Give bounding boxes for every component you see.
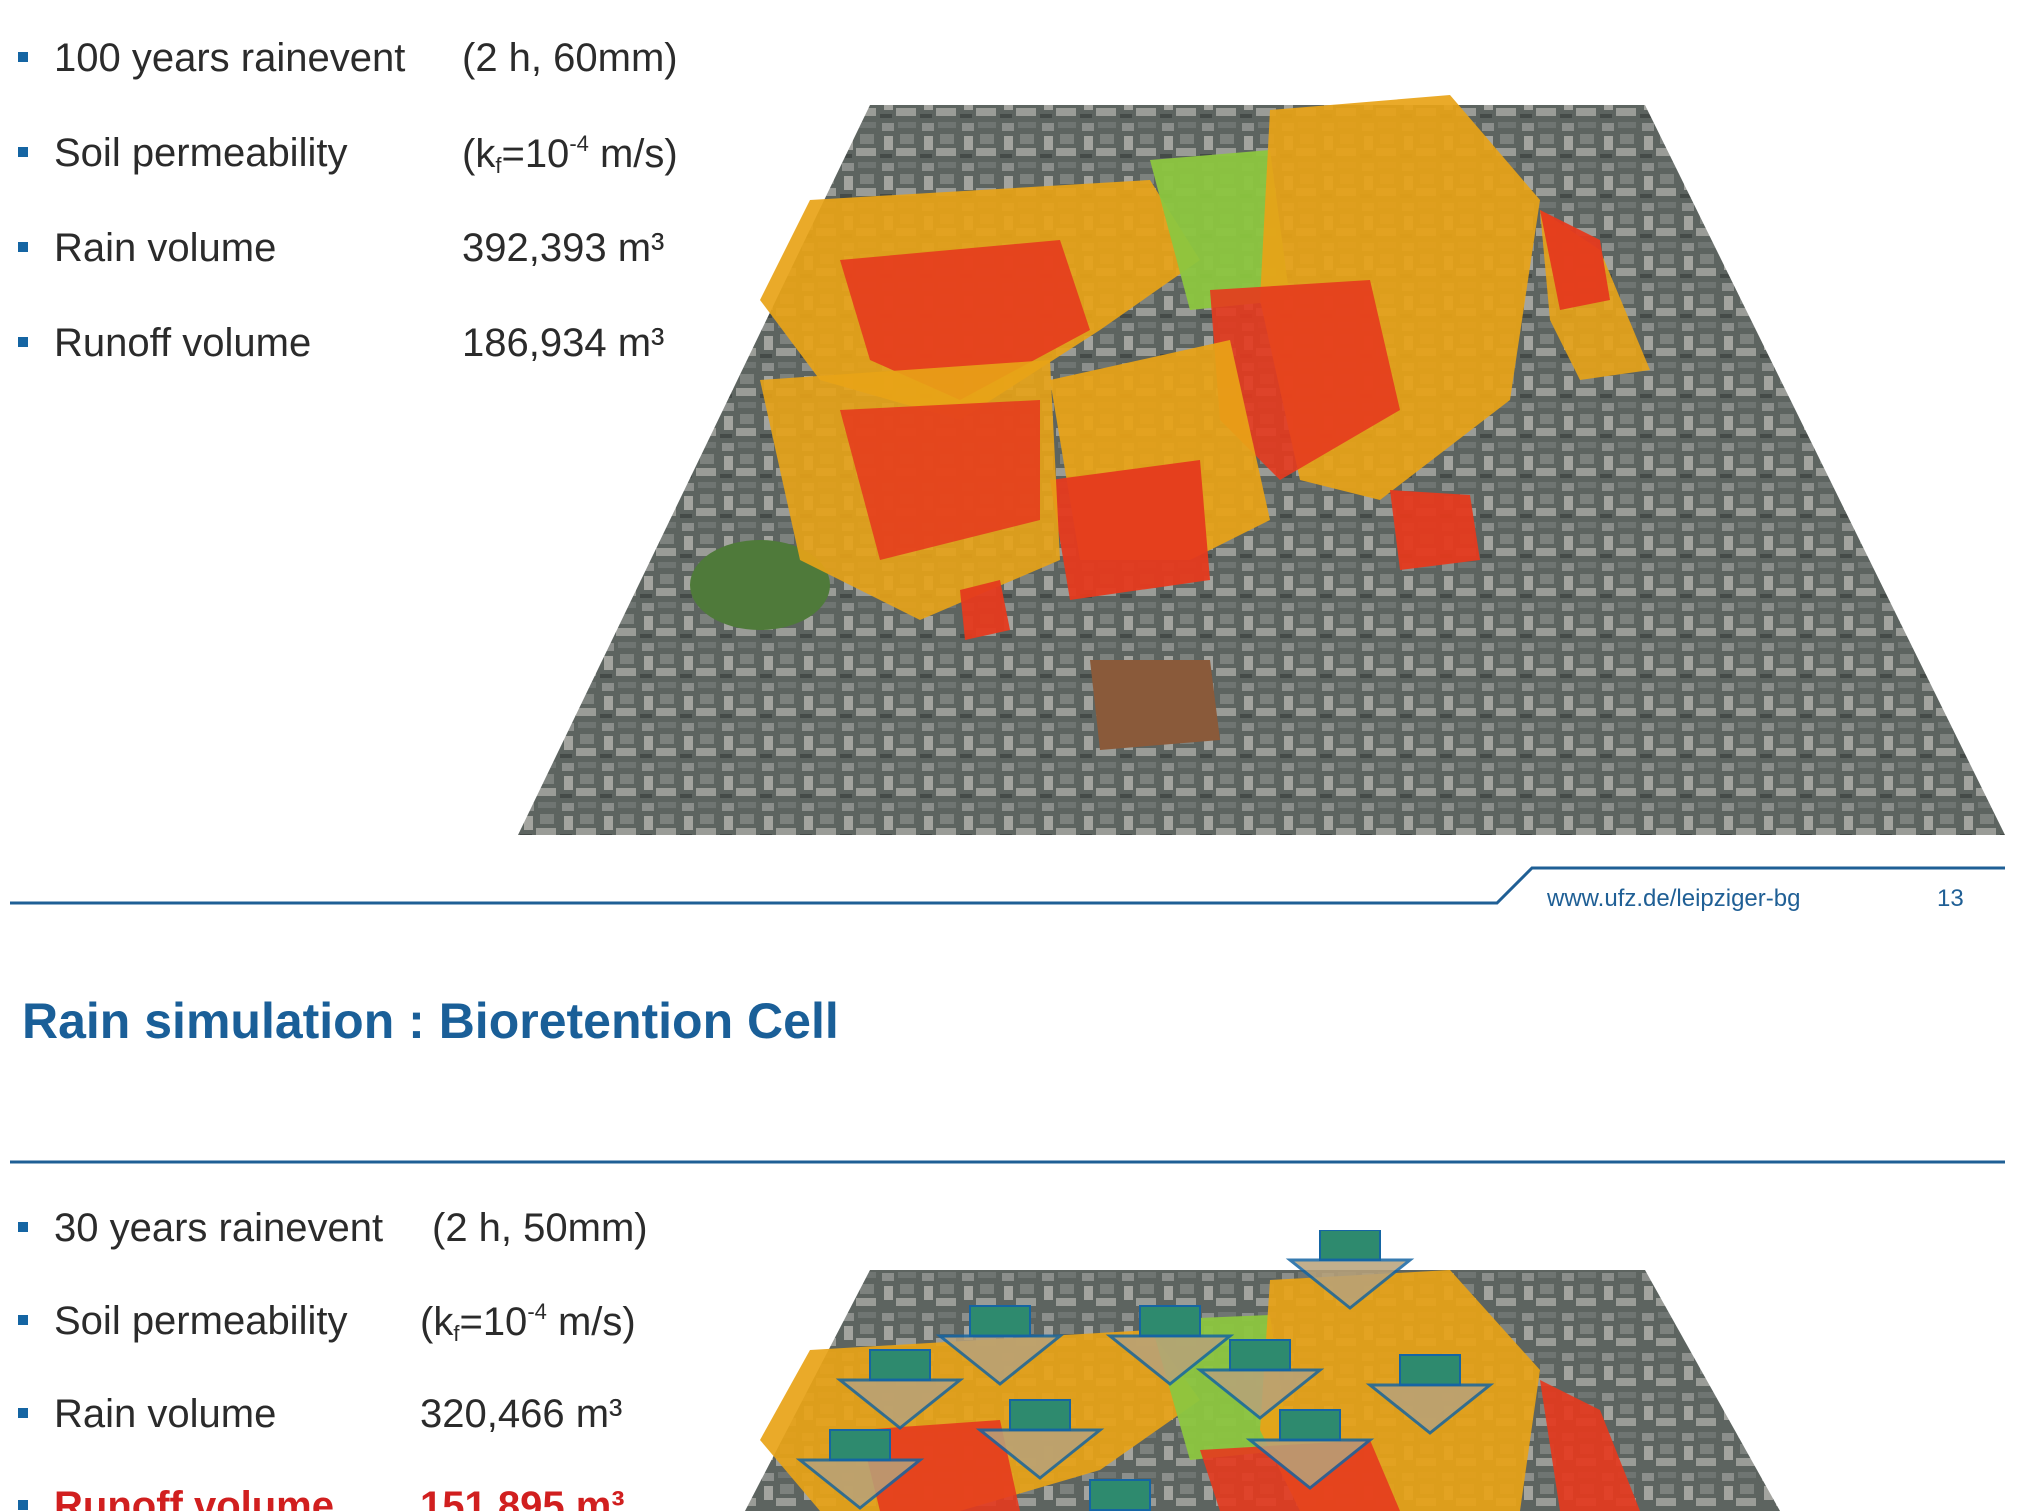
runoff-zone-high <box>1540 210 1610 310</box>
bioretention-cell-icon <box>935 1305 1065 1386</box>
bioretention-cell-icon <box>1195 1339 1325 1420</box>
slide-title: Rain simulation : Bioretention Cell <box>22 993 839 1049</box>
runoff-zone-high <box>840 400 1040 560</box>
bullet-value: 151,895 m³ <box>420 1484 625 1511</box>
bullet-square-icon <box>18 1222 28 1232</box>
bullet-square-icon <box>18 337 28 347</box>
footer-url: www.ufz.de/leipziger-bg <box>1547 885 1801 912</box>
runoff-map-bottom <box>0 1229 2017 1511</box>
runoff-map-bottom-image <box>745 1229 1780 1511</box>
bullet-square-icon <box>18 1408 28 1418</box>
runoff-zone-high <box>1050 460 1210 600</box>
bullet-value: (2 h, 60mm) <box>462 36 678 80</box>
bullet-value: 392,393 m³ <box>462 226 665 270</box>
park-area <box>690 540 830 630</box>
brown-block <box>1090 660 1220 750</box>
bullet-value: (kf=10-4 m/s) <box>462 131 678 178</box>
runoff-zone-high <box>960 580 1010 640</box>
bioretention-cell-icon <box>1105 1305 1235 1386</box>
runoff-zone-high <box>840 240 1090 400</box>
bullet-label: Runoff volume <box>54 1484 334 1511</box>
bullet-square-icon <box>18 1500 28 1510</box>
bioretention-cell-icon <box>1245 1409 1375 1490</box>
runoff-zone-high <box>1390 490 1480 570</box>
runoff-zone-high <box>1210 280 1400 480</box>
footer-rule <box>10 866 2005 905</box>
runoff-zone-high <box>1540 1380 1640 1511</box>
bullet-square-icon <box>18 1315 28 1325</box>
bullet-value: 186,934 m³ <box>462 321 665 365</box>
bioretention-cell-icon <box>1285 1229 1415 1310</box>
bullet-value: (2 h, 50mm) <box>432 1206 648 1250</box>
bioretention-cell-icon <box>835 1349 965 1430</box>
bullet-label: Rain volume <box>54 226 277 270</box>
bioretention-cell-icon <box>795 1429 925 1510</box>
runoff-map-top <box>518 95 2005 835</box>
runoff-zone-high <box>860 1420 1020 1511</box>
page-number: 13 <box>1937 885 1964 912</box>
bullet-label: Runoff volume <box>54 321 312 365</box>
bullet-label: Rain volume <box>54 1392 277 1436</box>
bullet-square-icon <box>18 242 28 252</box>
bullet-square-icon <box>18 147 28 157</box>
bioretention-cell-icon <box>1089 1479 1151 1511</box>
bullet-label: Soil permeability <box>54 131 348 175</box>
bullet-value: 320,466 m³ <box>420 1392 623 1436</box>
bullet-label: Soil permeability <box>54 1299 348 1343</box>
bullet-square-icon <box>18 52 28 62</box>
bioretention-cell-icon <box>975 1399 1105 1480</box>
bullet-value: (kf=10-4 m/s) <box>420 1299 636 1346</box>
runoff-map-top-image <box>518 95 2005 835</box>
bioretention-cell-icon <box>1365 1354 1495 1435</box>
bullet-label: 30 years rainevent <box>54 1206 384 1250</box>
bullet-label: 100 years rainevent <box>54 36 406 80</box>
runoff-zone-low <box>1150 150 1290 310</box>
